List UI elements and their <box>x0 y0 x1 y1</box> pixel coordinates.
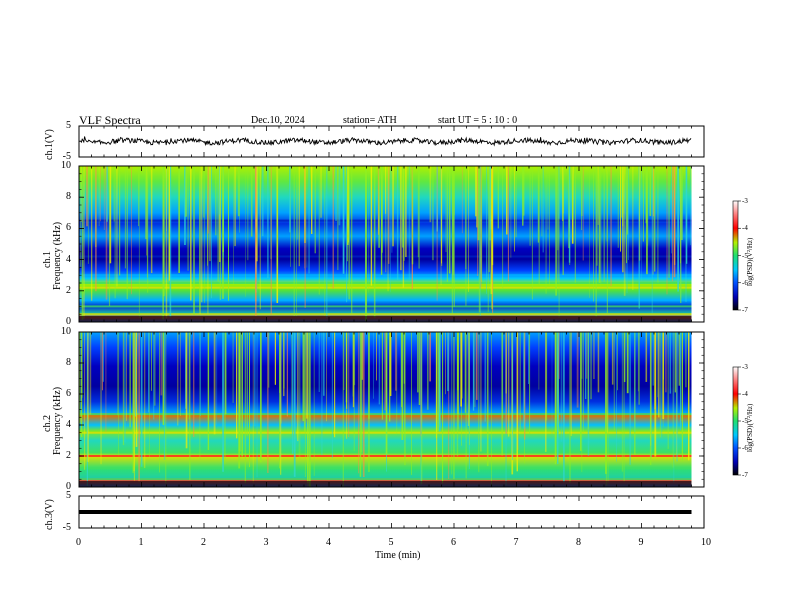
ch1-waveform-ylabel: ch.1(V) <box>44 129 55 160</box>
ch1-spectrogram-colorbar <box>732 200 739 311</box>
ch3-waveform-trace <box>79 510 692 514</box>
ch1-spectrogram-band-3 <box>79 286 692 289</box>
ch2-spectrogram-colorbar-tick-label: -7 <box>742 471 748 479</box>
ch1-waveform-ytick-label: 5 <box>66 120 71 131</box>
ch1-spectrogram-band-7 <box>79 219 692 222</box>
ch2-spectrogram-ytick-label: 8 <box>66 357 71 368</box>
ch1-spectrogram-sferics <box>80 166 691 321</box>
ch1-spectrogram-ytick-label: 8 <box>66 191 71 203</box>
ch2-spectrogram-colorbar-tick-label: -3 <box>742 363 748 371</box>
ch2-spectrogram-ytick-label: 4 <box>66 419 71 430</box>
x-tick-label: 1 <box>138 537 144 548</box>
chart-title: VLF Spectra <box>79 113 141 127</box>
ch1-spectrogram-colorbar-tick-label: -7 <box>742 306 748 314</box>
date-label: Dec.10, 2024 <box>251 115 305 126</box>
x-tick-label: 0 <box>76 537 81 548</box>
ch1-spectrogram-band-0 <box>79 313 692 316</box>
ch1-spectrogram-band-5 <box>79 274 692 277</box>
ch2-spectrogram-colorbar-tick-label: -6 <box>742 444 748 452</box>
ch1-spectrogram-colorbar-tick-label: -6 <box>742 278 748 287</box>
ch2-spectrogram-colorbar-tick-label: -5 <box>742 417 748 425</box>
ch1-spectrogram-band-6 <box>79 255 692 258</box>
x-tick-label: 3 <box>263 537 269 548</box>
ch1-spectrogram-ytick-label: 2 <box>66 284 71 296</box>
x-tick-label: 8 <box>576 537 581 548</box>
ch1-spectrogram-colorbar-tick-label: -3 <box>742 197 748 205</box>
x-tick-label: 10 <box>701 537 711 548</box>
ch1-waveform-ytick-label: -5 <box>62 151 71 162</box>
ch2-spectrogram-ytick-label: 2 <box>66 450 71 461</box>
ch2-spectrogram-field <box>79 332 692 487</box>
x-tick-label: 5 <box>388 537 394 548</box>
ch1-waveform-trace <box>78 136 692 147</box>
ch1-spectrogram-band-1 <box>79 305 692 308</box>
ch1-spectrogram-band-4 <box>79 282 692 284</box>
ch1-spectrogram-ytick-label: 0 <box>66 316 71 327</box>
ch2-spectrogram-band-3 <box>79 467 692 470</box>
ch2-spectrogram-colorbar <box>732 366 739 476</box>
ch3-waveform-ytick-label: -5 <box>62 522 71 533</box>
ch2-spectrogram-band-0 <box>79 455 692 457</box>
ch2-spectrogram-ytick-label: 10 <box>61 326 71 337</box>
x-tick-label: 4 <box>326 537 331 548</box>
ch2-spectrogram-low-freq-strip <box>79 481 692 487</box>
ch2-spectrogram-band-4 <box>79 478 692 481</box>
x-tick-label: 7 <box>513 537 519 548</box>
ch2-spectrogram-ytick-label: 6 <box>66 388 71 399</box>
x-tick-label: 6 <box>451 537 456 548</box>
ch2-spectrogram-sferics <box>79 332 690 487</box>
ch2-spectrogram-band-1 <box>79 431 692 434</box>
station-label: station= ATH <box>343 115 397 126</box>
ch2-spectrogram-colorbar-tick-label: -4 <box>742 390 748 398</box>
ch1-spectrogram-ylabel-frequency: Frequency (kHz) <box>52 221 63 290</box>
ch2-spectrogram-ylabel-frequency: Frequency (kHz) <box>52 386 63 455</box>
ch2-spectrogram-band-2 <box>79 413 692 416</box>
x-axis-label: Time (min) <box>375 550 421 561</box>
ch3-waveform-ylabel: ch.3(V) <box>44 499 55 530</box>
x-tick-label: 9 <box>638 537 644 548</box>
ch1-spectrogram-ytick-label: 6 <box>66 222 71 234</box>
ch1-spectrogram-band-2 <box>79 299 692 302</box>
ch1-spectrogram-colorbar-tick-label: -5 <box>742 251 748 260</box>
ch3-waveform-ytick-label: 5 <box>66 490 71 501</box>
ch1-spectrogram-colorbar-tick-label: -4 <box>742 224 748 233</box>
start-time-label: start UT = 5 : 10 : 0 <box>438 115 518 126</box>
ch1-spectrogram-low-freq-strip <box>79 316 692 322</box>
ch2-spectrogram-ytick-label: 0 <box>66 481 71 492</box>
ch1-spectrogram-ytick-label: 4 <box>66 253 71 265</box>
ch1-spectrogram-ytick-label: 10 <box>61 160 71 171</box>
x-tick-label: 2 <box>201 537 206 548</box>
